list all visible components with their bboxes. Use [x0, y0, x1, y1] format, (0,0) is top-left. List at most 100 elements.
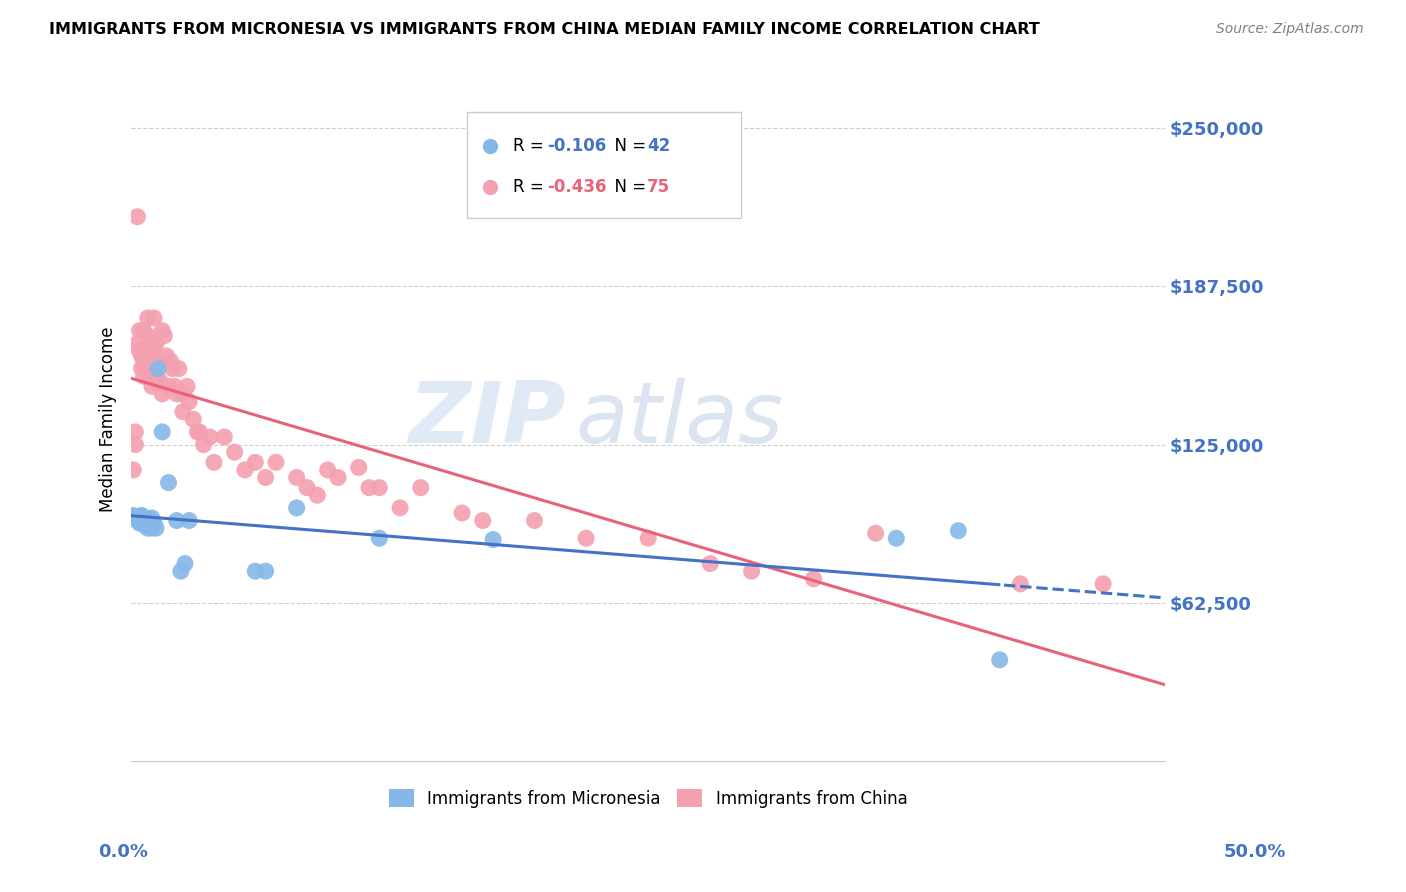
Point [1010, 577, 1032, 591]
Point [214, 430, 236, 444]
Y-axis label: Median Family Income: Median Family Income [100, 326, 117, 512]
Text: 50.0%: 50.0% [1225, 843, 1286, 861]
Point [368, 531, 391, 545]
Point [127, 514, 149, 528]
Point [1092, 577, 1115, 591]
Point [202, 455, 225, 469]
Point [172, 405, 194, 419]
Point [166, 514, 188, 528]
Point [135, 342, 157, 356]
Point [141, 361, 163, 376]
Point [135, 511, 157, 525]
Point [131, 515, 153, 529]
Point [254, 564, 277, 578]
Point [141, 514, 163, 528]
Point [128, 343, 150, 358]
Point [245, 455, 267, 469]
Point [172, 387, 194, 401]
Point [637, 531, 659, 545]
Point [482, 533, 505, 547]
Point [699, 557, 721, 571]
Point [145, 369, 167, 384]
Point [179, 394, 201, 409]
Point [295, 481, 318, 495]
Point [128, 324, 150, 338]
Text: N =: N = [603, 178, 651, 196]
Point [167, 361, 190, 376]
Point [136, 521, 159, 535]
Point [145, 336, 167, 351]
Text: R =: R = [513, 178, 548, 196]
Point [139, 349, 162, 363]
Text: Source: ZipAtlas.com: Source: ZipAtlas.com [1216, 22, 1364, 37]
Point [838, 754, 860, 768]
Point [233, 463, 256, 477]
Point [141, 521, 163, 535]
Point [143, 516, 166, 530]
Point [150, 387, 173, 401]
Point [163, 379, 186, 393]
Text: N =: N = [603, 136, 651, 155]
Point [132, 511, 155, 525]
Point [741, 564, 763, 578]
Point [143, 310, 166, 325]
Point [838, 754, 860, 768]
Point [316, 463, 339, 477]
Point [124, 511, 146, 525]
Point [948, 524, 970, 538]
Point [471, 514, 494, 528]
Point [131, 361, 153, 376]
Point [803, 572, 825, 586]
Point [188, 425, 211, 439]
Point [181, 412, 204, 426]
Point [150, 425, 173, 439]
Point [193, 437, 215, 451]
Point [136, 516, 159, 530]
Point [131, 349, 153, 363]
Point [122, 508, 145, 523]
Point [146, 354, 169, 368]
Point [865, 526, 887, 541]
Point [451, 506, 474, 520]
Point [132, 369, 155, 384]
Text: IMMIGRANTS FROM MICRONESIA VS IMMIGRANTS FROM CHINA MEDIAN FAMILY INCOME CORRELA: IMMIGRANTS FROM MICRONESIA VS IMMIGRANTS… [49, 22, 1040, 37]
Point [162, 361, 184, 376]
Point [135, 515, 157, 529]
Point [285, 470, 308, 484]
Point [141, 511, 163, 525]
Point [254, 470, 277, 484]
Text: 75: 75 [647, 178, 671, 196]
Text: -0.436: -0.436 [547, 178, 606, 196]
Point [122, 463, 145, 477]
Point [131, 509, 153, 524]
Point [179, 514, 201, 528]
Point [170, 564, 193, 578]
Point [166, 387, 188, 401]
Point [127, 509, 149, 524]
Point [307, 488, 329, 502]
Point [127, 210, 149, 224]
Point [139, 369, 162, 384]
Point [143, 517, 166, 532]
Point [132, 324, 155, 338]
Text: -0.106: -0.106 [547, 136, 606, 155]
Point [149, 374, 172, 388]
Point [143, 342, 166, 356]
Point [159, 354, 181, 368]
Point [136, 310, 159, 325]
Point [139, 516, 162, 530]
Point [136, 512, 159, 526]
Point [141, 336, 163, 351]
Point [357, 481, 380, 495]
Point [245, 564, 267, 578]
Text: R =: R = [513, 136, 548, 155]
Point [285, 500, 308, 515]
Point [146, 361, 169, 376]
Point [347, 460, 370, 475]
Point [368, 481, 391, 495]
Point [198, 430, 221, 444]
Point [128, 516, 150, 530]
Point [264, 455, 287, 469]
Point [884, 531, 907, 545]
Point [389, 500, 412, 515]
